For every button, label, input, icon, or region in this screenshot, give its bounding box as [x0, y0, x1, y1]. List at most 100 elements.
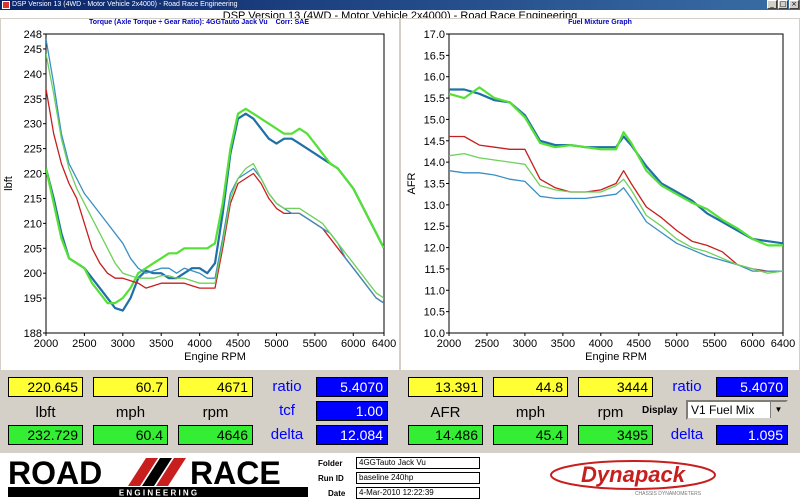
afr-rpm-label: rpm [597, 404, 624, 421]
afr-x-tick-label: 4500 [627, 338, 651, 350]
torque-y-tick-label: 245 [24, 44, 42, 56]
torque-y-tick-label: 215 [24, 193, 42, 205]
afr-chart[interactable]: 2000 2500 3000 3500 4000 4500 5000 5500 6000 6400… [401, 19, 800, 372]
afr-rpm-cursor-value: 3444 [578, 377, 653, 397]
chevron-down-icon[interactable]: ▼ [770, 402, 786, 418]
mph-peak-value: 60.4 [93, 425, 168, 445]
torque-x-tick-label: 2500 [72, 338, 96, 350]
afr-x-axis-label: Engine RPM [585, 351, 647, 363]
dynapack-logo: Dynapack CHASSIS DYNAMOMETERS [550, 460, 716, 497]
dynapack-sub: CHASSIS DYNAMOMETERS [635, 491, 702, 497]
folder-label: Folder [318, 459, 343, 468]
torque-x-tick-label: 3000 [111, 338, 135, 350]
readout-panel: 220.645 60.7 4671 ratio 5.4070 lbft mph … [0, 371, 800, 453]
afr-x-tick-label: 3500 [551, 338, 575, 350]
rpm-peak-value: 4646 [178, 425, 253, 445]
afr-y-axis-label: AFR [406, 172, 418, 194]
afr-chart-title: Fuel Mixture Graph [568, 19, 632, 26]
afr-y-tick-label: 10.5 [424, 307, 445, 319]
delta-value: 12.084 [316, 425, 388, 445]
logo-road: ROAD [8, 456, 102, 491]
afr-peak-value: 14.486 [408, 425, 483, 445]
afr-chart-panel[interactable]: Fuel Mixture Graph 2000 2500 3000 3500 4000 4… [400, 18, 800, 371]
torque-x-tick-label: 5000 [264, 338, 288, 350]
afr-mph-peak-value: 45.4 [493, 425, 568, 445]
afr-delta-value: 1.095 [716, 425, 788, 445]
torque-x-tick-label: 6400 [372, 338, 396, 350]
afr-label: AFR [430, 404, 461, 421]
afr-x-tick-label: 5000 [664, 338, 688, 350]
maximize-button[interactable]: □ [778, 0, 788, 9]
torque-y-tick-label: 205 [24, 243, 42, 255]
ratio-value: 5.4070 [316, 377, 388, 397]
footer: ROAD RACE E N G I N E E R I N G Folder 4… [0, 453, 800, 500]
torque-x-tick-label: 3500 [149, 338, 173, 350]
afr-ratio-label: ratio [672, 378, 702, 395]
minimize-button[interactable]: _ [767, 0, 777, 9]
folder-value: 4GGTauto Jack Vu [356, 457, 480, 469]
afr-y-tick-label: 11.5 [424, 264, 445, 276]
afr-x-tick-label: 2500 [475, 338, 499, 350]
date-value: 4-Mar-2010 12:22:39 [356, 487, 480, 499]
afr-series-line-3 [449, 135, 783, 272]
afr-y-tick-label: 15.5 [424, 93, 445, 105]
afr-cursor-value: 13.391 [408, 377, 483, 397]
afr-y-tick-label: 14.0 [424, 157, 445, 169]
afr-y-tick-label: 12.5 [424, 221, 445, 233]
display-select[interactable]: V1 Fuel Mix ▼ [686, 400, 788, 420]
road-race-logo: ROAD RACE E N G I N E E R I N G [8, 456, 308, 498]
run-id-value: baseline 240hp [356, 472, 480, 484]
mph-label: mph [115, 404, 146, 421]
logo-race: RACE [190, 456, 281, 491]
torque-y-tick-label: 235 [24, 94, 42, 106]
afr-rpm-peak-value: 3495 [578, 425, 653, 445]
close-button[interactable]: × [789, 0, 799, 9]
torque-x-tick-label: 2000 [34, 338, 58, 350]
torque-series-line-4 [46, 38, 384, 304]
torque-x-axis-label: Engine RPM [184, 351, 246, 363]
date-label: Date [328, 489, 346, 498]
afr-series-line-4 [449, 170, 783, 272]
display-select-value: V1 Fuel Mix [691, 403, 755, 417]
torque-x-tick-label: 4500 [226, 338, 250, 350]
afr-y-tick-label: 16.5 [424, 50, 445, 62]
tcf-label: tcf [279, 402, 295, 419]
afr-x-tick-label: 3000 [513, 338, 537, 350]
afr-x-tick-label: 6000 [740, 338, 764, 350]
torque-series-line-5 [46, 53, 384, 299]
afr-series-line-5 [449, 152, 783, 274]
rpm-label: rpm [202, 404, 229, 421]
afr-mph-label: mph [515, 404, 546, 421]
torque-chart-corr: Corr: SAE [275, 19, 310, 26]
torque-y-axis-label: lbft [3, 176, 15, 191]
ratio-label: ratio [272, 378, 302, 395]
window-controls: _ □ × [767, 0, 799, 10]
torque-y-tick-label: 230 [24, 119, 42, 131]
torque-series-line-3 [46, 88, 384, 304]
afr-y-tick-label: 13.0 [424, 200, 445, 212]
afr-y-tick-label: 11.0 [424, 285, 445, 297]
afr-y-tick-label: 16.0 [424, 72, 445, 84]
lbft-peak-value: 232.729 [8, 425, 83, 445]
afr-ratio-value: 5.4070 [716, 377, 788, 397]
torque-chart[interactable]: 2000 2500 3000 3500 4000 4500 5000 5500 6000 6400… [1, 19, 401, 372]
delta-label: delta [270, 426, 304, 443]
torque-y-tick-label: 248 [24, 29, 42, 41]
afr-y-tick-label: 14.5 [424, 136, 445, 148]
window-titlebar: DSP Version 13 (4WD - Motor Vehicle 2x40… [0, 0, 800, 10]
torque-x-tick-label: 5500 [303, 338, 327, 350]
display-label: Display [642, 405, 678, 416]
logo-engineering: E N G I N E E R I N G [119, 489, 197, 498]
torque-x-tick-label: 4000 [187, 338, 211, 350]
torque-y-tick-label: 188 [24, 328, 42, 340]
afr-y-tick-label: 17.0 [424, 29, 445, 41]
afr-y-tick-label: 13.5 [424, 179, 445, 191]
mph-cursor-value: 60.7 [93, 377, 168, 397]
torque-y-tick-label: 225 [24, 144, 42, 156]
run-id-label: Run ID [318, 474, 344, 483]
afr-mph-cursor-value: 44.8 [493, 377, 568, 397]
afr-x-tick-label: 2000 [437, 338, 461, 350]
torque-chart-panel[interactable]: Torque (Axle Torque ÷ Gear Ratio): 4GGTa… [0, 18, 400, 371]
torque-y-tick-label: 240 [24, 69, 42, 81]
torque-chart-title: Torque (Axle Torque ÷ Gear Ratio): 4GGTa… [89, 19, 268, 26]
